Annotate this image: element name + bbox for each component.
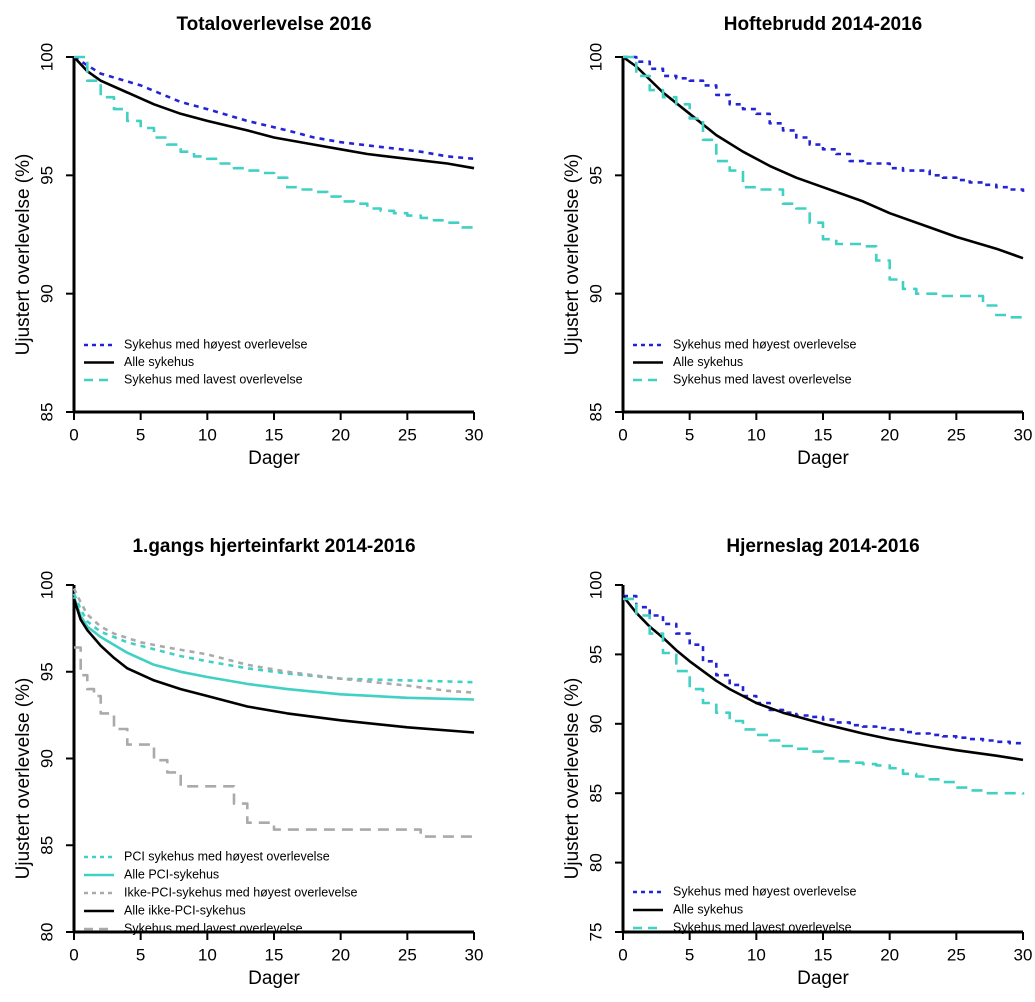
y-tick-label: 90	[37, 284, 56, 303]
y-tick-label: 95	[586, 166, 605, 185]
series-line-2	[73, 56, 475, 170]
x-tick-label: 25	[398, 425, 417, 444]
series-line-4	[72, 598, 475, 734]
y-axis-label: Ujustert overlevelse (%)	[562, 154, 583, 356]
y-axis-label: Ujustert overlevelse (%)	[13, 154, 34, 356]
y-tick-label: 90	[37, 749, 56, 768]
legend-label: Alle sykehus	[673, 355, 743, 369]
x-tick-label: 20	[880, 425, 899, 444]
x-tick-label: 15	[265, 425, 284, 444]
chart-panel-2: Hoftebrudd 2014-2016 85 90 95 100 0 5 10 15 20 25 3…	[562, 14, 1032, 469]
chart-panel-3: 1.gangs hjerteinfarkt 2014-2016 80 85 90 95 1…	[13, 536, 483, 989]
y-tick-label: 90	[586, 284, 605, 303]
x-tick-label: 15	[814, 945, 833, 964]
series-line-3	[623, 55, 1025, 320]
y-tick-label: 100	[586, 571, 605, 599]
y-tick-label: 85	[37, 836, 56, 855]
legend-label: Sykehus med høyest overlevelse	[673, 337, 856, 351]
y-tick-label: 95	[37, 662, 56, 681]
legend-label: Sykehus med lavest overlevelse	[124, 921, 303, 935]
x-tick-label: 0	[69, 945, 78, 964]
series-line-1	[623, 594, 1023, 745]
series-line-5	[74, 646, 474, 838]
y-tick-label: 95	[586, 645, 605, 664]
legend-label: Sykehus med lavest overlevelse	[124, 372, 303, 386]
x-tick-label: 5	[685, 425, 694, 444]
legend-label: Sykehus med høyest overlevelse	[673, 884, 856, 898]
y-tick-label: 100	[37, 571, 56, 599]
x-tick-label: 15	[265, 945, 284, 964]
y-tick-label: 80	[586, 853, 605, 872]
chart-panel-1: Totaloverlevelse 2016 85 90 95 100 0 5 10 15 20 25…	[13, 14, 483, 469]
legend-label: Alle ikke-PCI-sykehus	[124, 903, 246, 917]
x-tick-label: 10	[198, 425, 217, 444]
x-tick-label: 10	[747, 945, 766, 964]
x-tick-label: 0	[69, 425, 78, 444]
series-line-3	[623, 597, 1025, 795]
x-tick-label: 0	[618, 945, 627, 964]
legend-label: Alle sykehus	[673, 902, 743, 916]
x-tick-label: 5	[136, 945, 145, 964]
series-line-3	[72, 587, 475, 694]
x-axis-label: Dager	[797, 448, 849, 469]
legend-label: Sykehus med lavest overlevelse	[673, 372, 852, 386]
legend-label: Ikke-PCI-sykehus med høyest overlevelse	[124, 885, 357, 899]
legend-label: Sykehus med høyest overlevelse	[124, 337, 307, 351]
x-tick-label: 15	[814, 425, 833, 444]
x-tick-label: 5	[136, 425, 145, 444]
chart-title: Totaloverlevelse 2016	[176, 14, 371, 35]
y-tick-label: 95	[37, 166, 56, 185]
x-tick-label: 25	[398, 945, 417, 964]
series-line-1	[623, 55, 1025, 192]
x-axis-label: Dager	[797, 968, 849, 989]
series-line-3	[74, 55, 476, 233]
y-axis-label: Ujustert overlevelse (%)	[562, 678, 583, 880]
y-tick-label: 85	[37, 403, 56, 422]
legend-label: Alle PCI-sykehus	[124, 867, 219, 881]
y-tick-label: 100	[586, 43, 605, 71]
x-tick-label: 30	[1014, 425, 1033, 444]
x-tick-label: 30	[1014, 945, 1033, 964]
chart-title: 1.gangs hjerteinfarkt 2014-2016	[132, 536, 415, 557]
series-line-2	[621, 595, 1024, 762]
x-tick-label: 20	[331, 945, 350, 964]
series-line-1	[72, 593, 475, 684]
series-line-2	[72, 596, 475, 701]
x-axis-label: Dager	[248, 968, 300, 989]
x-tick-label: 5	[685, 945, 694, 964]
series-line-2	[622, 55, 1024, 260]
chart-title: Hjerneslag 2014-2016	[726, 536, 919, 557]
x-tick-label: 20	[331, 425, 350, 444]
legend-label: Sykehus med lavest overlevelse	[673, 920, 852, 934]
x-tick-label: 20	[880, 945, 899, 964]
chart-panel-4: Hjerneslag 2014-2016 75 80 85 90 95 100 0 5 10 15 2…	[562, 536, 1032, 989]
chart-title: Hoftebrudd 2014-2016	[724, 14, 923, 35]
x-tick-label: 0	[618, 425, 627, 444]
series-line-1	[73, 55, 475, 161]
x-tick-label: 10	[747, 425, 766, 444]
x-tick-label: 25	[947, 425, 966, 444]
y-tick-label: 90	[586, 714, 605, 733]
x-tick-label: 30	[465, 945, 484, 964]
y-tick-label: 100	[37, 43, 56, 71]
x-tick-label: 30	[465, 425, 484, 444]
legend-label: PCI sykehus med høyest overlevelse	[124, 849, 330, 863]
x-tick-label: 10	[198, 945, 217, 964]
y-axis-label: Ujustert overlevelse (%)	[13, 678, 34, 880]
y-tick-label: 80	[37, 923, 56, 942]
y-tick-label: 85	[586, 784, 605, 803]
y-tick-label: 85	[586, 403, 605, 422]
legend-label: Alle sykehus	[124, 355, 194, 369]
x-axis-label: Dager	[248, 448, 300, 469]
y-tick-label: 75	[586, 923, 605, 942]
x-tick-label: 25	[947, 945, 966, 964]
